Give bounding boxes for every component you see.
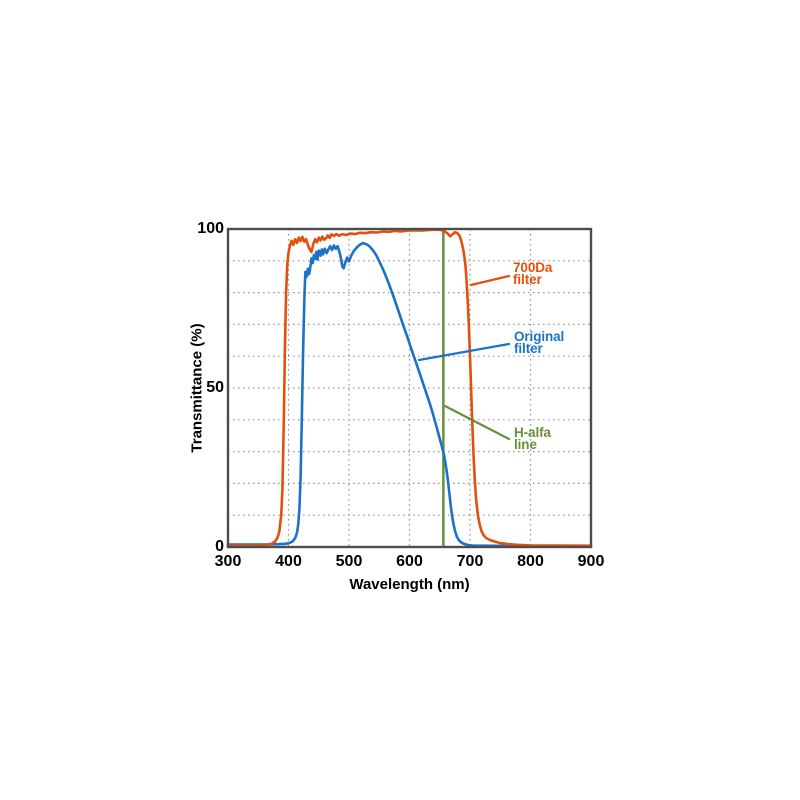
x-tick-600: 600 <box>396 553 423 570</box>
plot-frame <box>226 227 593 549</box>
700da-filter-leader <box>469 274 511 287</box>
x-tick-300: 300 <box>214 553 242 570</box>
plot-frame-rect <box>226 227 593 549</box>
x-tick-700: 700 <box>456 553 484 570</box>
y-tick-50: 50 <box>206 379 224 396</box>
original-filter-curve <box>226 241 593 548</box>
series-curves <box>226 228 593 548</box>
y-axis-title: Transmittance (%) <box>188 323 206 453</box>
annotation-700da-filter: 700Da filter <box>513 260 553 287</box>
annotation-h-alfa-line: H-alfa line <box>514 425 551 452</box>
700da-filter-curve <box>226 228 593 548</box>
x-tick-400: 400 <box>275 553 302 570</box>
x-tick-500: 500 <box>335 553 363 570</box>
h-alfa-line-leader <box>443 404 511 441</box>
y-tick-100: 100 <box>197 220 224 237</box>
y-tick-0: 0 <box>215 538 224 555</box>
annotation-original-filter: Original filter <box>514 329 565 356</box>
callout-leaders <box>417 274 511 441</box>
x-axis-title: Wavelength (nm) <box>349 576 470 593</box>
original-filter-leader <box>417 342 511 362</box>
x-tick-800: 800 <box>517 553 544 570</box>
x-tick-900: 900 <box>577 553 605 570</box>
